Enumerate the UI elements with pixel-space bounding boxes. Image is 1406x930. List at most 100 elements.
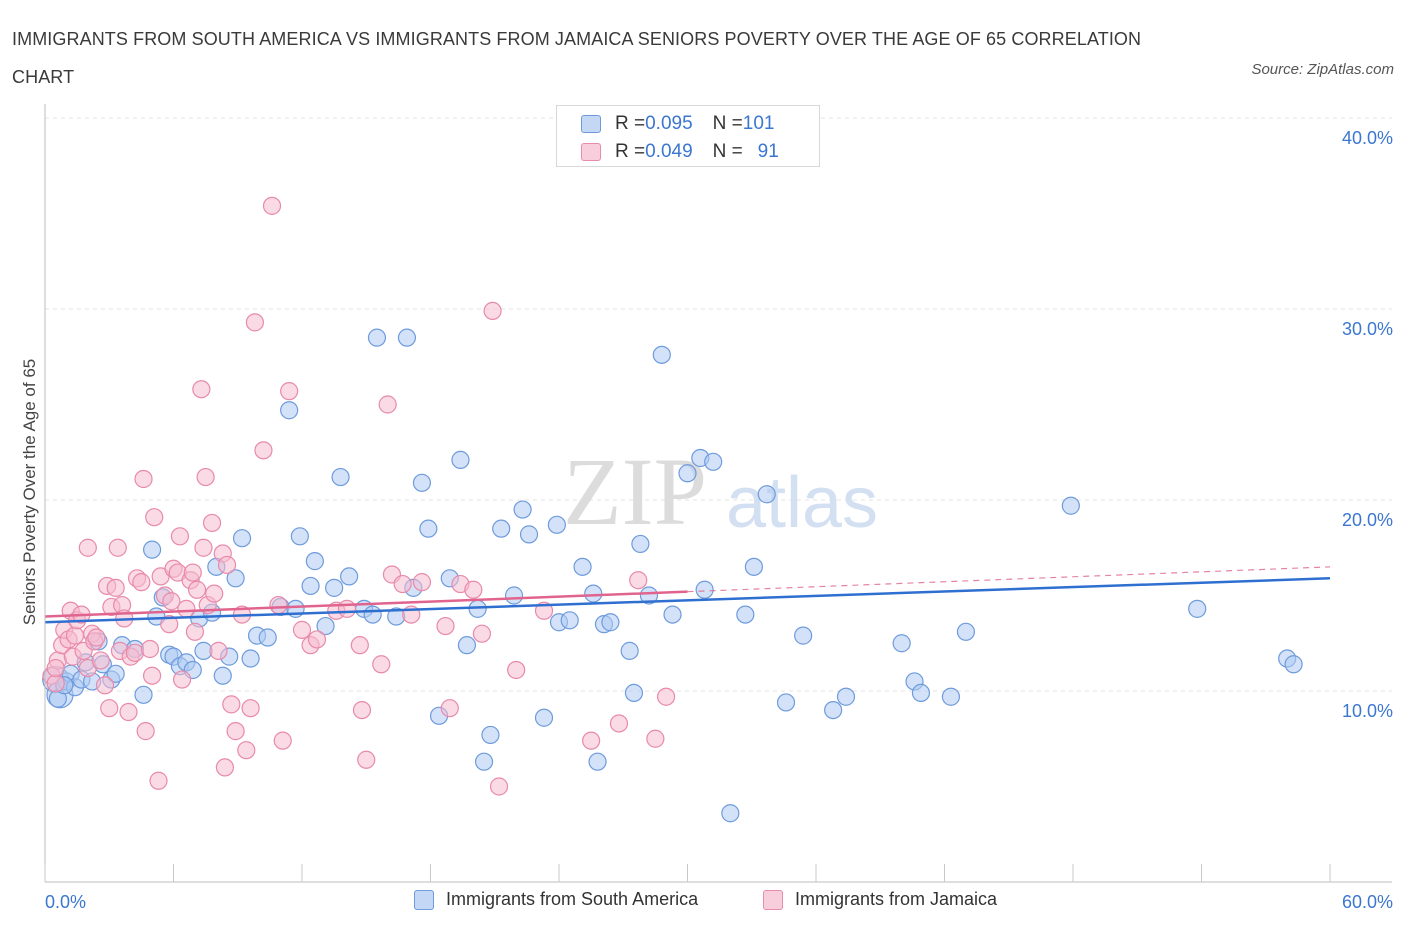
point-jamaica bbox=[646, 729, 665, 748]
point-south-america bbox=[519, 525, 539, 544]
point-south-america bbox=[836, 687, 856, 706]
stats-legend: R = 0.095 N = 101 R = 0.049 N = 91 bbox=[556, 105, 820, 167]
point-jamaica bbox=[132, 573, 151, 592]
legend-n-label: N = bbox=[712, 141, 743, 162]
point-jamaica bbox=[254, 441, 273, 460]
point-jamaica bbox=[65, 626, 85, 645]
point-jamaica bbox=[162, 592, 181, 611]
point-south-america bbox=[588, 752, 607, 771]
point-south-america bbox=[258, 628, 277, 647]
trend-lines bbox=[44, 566, 1331, 624]
point-south-america bbox=[620, 641, 639, 660]
point-jamaica bbox=[205, 584, 224, 603]
point-south-america bbox=[290, 527, 309, 546]
point-south-america bbox=[457, 636, 477, 655]
x-tick-label: 60.0% bbox=[1342, 892, 1393, 912]
point-jamaica bbox=[656, 687, 676, 706]
point-south-america bbox=[1061, 496, 1080, 515]
point-south-america bbox=[316, 616, 335, 636]
point-south-america bbox=[892, 634, 911, 653]
point-jamaica bbox=[78, 538, 97, 557]
point-jamaica bbox=[142, 666, 162, 685]
point-south-america bbox=[492, 519, 511, 538]
point-jamaica bbox=[464, 580, 483, 599]
point-south-america bbox=[911, 683, 931, 703]
y-tick-label: 10.0% bbox=[1342, 701, 1393, 721]
point-south-america bbox=[504, 586, 524, 605]
point-jamaica bbox=[95, 676, 115, 695]
y-tick-label: 20.0% bbox=[1342, 510, 1393, 530]
point-south-america bbox=[213, 666, 232, 685]
legend-n-value: 101 bbox=[742, 113, 775, 134]
point-jamaica bbox=[222, 695, 241, 714]
point-jamaica bbox=[185, 622, 205, 641]
point-south-america bbox=[513, 500, 532, 519]
point-jamaica bbox=[87, 628, 106, 647]
point-jamaica bbox=[100, 699, 119, 718]
point-south-america bbox=[736, 605, 755, 624]
point-south-america bbox=[134, 685, 153, 704]
point-south-america bbox=[776, 693, 796, 712]
bottom-legend-label: Immigrants from Jamaica bbox=[795, 889, 998, 909]
point-jamaica bbox=[136, 722, 155, 741]
point-south-america bbox=[481, 725, 500, 745]
point-jamaica bbox=[215, 758, 234, 777]
point-jamaica bbox=[372, 655, 391, 674]
point-jamaica bbox=[194, 538, 213, 557]
legend-n-label: N = bbox=[712, 113, 743, 134]
point-south-america bbox=[474, 752, 494, 771]
point-south-america bbox=[226, 569, 245, 588]
point-south-america bbox=[142, 540, 162, 559]
point-jamaica bbox=[145, 508, 164, 527]
point-jamaica bbox=[337, 599, 357, 618]
legend-row-south-america: R = 0.095 N = 101 bbox=[581, 110, 774, 138]
point-jamaica bbox=[226, 722, 245, 741]
point-jamaica bbox=[472, 624, 491, 643]
point-south-america bbox=[331, 467, 350, 487]
legend-swatch-blue bbox=[581, 115, 601, 133]
point-jamaica bbox=[245, 313, 264, 332]
point-south-america bbox=[624, 683, 644, 703]
legend-n-value: 91 bbox=[757, 141, 779, 162]
point-south-america bbox=[956, 622, 976, 641]
point-jamaica bbox=[140, 639, 160, 659]
point-south-america bbox=[232, 529, 252, 548]
point-jamaica bbox=[187, 580, 207, 599]
point-south-america bbox=[534, 708, 554, 727]
point-jamaica bbox=[507, 660, 526, 680]
point-jamaica bbox=[108, 538, 127, 557]
y-axis-title: Seniors Poverty Over the Age of 65 bbox=[20, 358, 39, 626]
point-south-america bbox=[1284, 655, 1303, 674]
point-south-america bbox=[824, 700, 843, 720]
point-jamaica bbox=[352, 700, 372, 720]
x-tick-label: 0.0% bbox=[45, 892, 86, 912]
point-jamaica bbox=[170, 527, 190, 546]
legend-r-value: 0.095 bbox=[645, 113, 693, 134]
point-south-america bbox=[367, 328, 387, 347]
point-jamaica bbox=[292, 620, 312, 639]
point-south-america bbox=[601, 613, 620, 632]
point-jamaica bbox=[91, 651, 110, 670]
point-south-america bbox=[794, 626, 813, 645]
point-jamaica bbox=[440, 699, 459, 718]
point-jamaica bbox=[237, 741, 256, 760]
watermark-atlas: atlas bbox=[726, 463, 878, 543]
point-south-america bbox=[757, 485, 776, 504]
point-south-america bbox=[412, 473, 432, 492]
y-tick-label: 40.0% bbox=[1342, 128, 1393, 148]
point-south-america bbox=[744, 557, 763, 576]
point-jamaica bbox=[149, 771, 168, 790]
point-jamaica bbox=[582, 731, 601, 750]
point-jamaica bbox=[489, 777, 509, 796]
point-jamaica bbox=[262, 196, 282, 215]
bottom-legend-south-america: Immigrants from South America bbox=[414, 889, 698, 910]
point-jamaica bbox=[172, 670, 192, 689]
point-jamaica bbox=[629, 571, 648, 590]
point-south-america bbox=[325, 578, 344, 597]
point-south-america bbox=[280, 401, 299, 420]
point-jamaica bbox=[609, 714, 629, 733]
point-jamaica bbox=[273, 731, 292, 750]
point-jamaica bbox=[125, 643, 145, 662]
point-jamaica bbox=[378, 395, 397, 414]
point-jamaica bbox=[119, 702, 138, 722]
